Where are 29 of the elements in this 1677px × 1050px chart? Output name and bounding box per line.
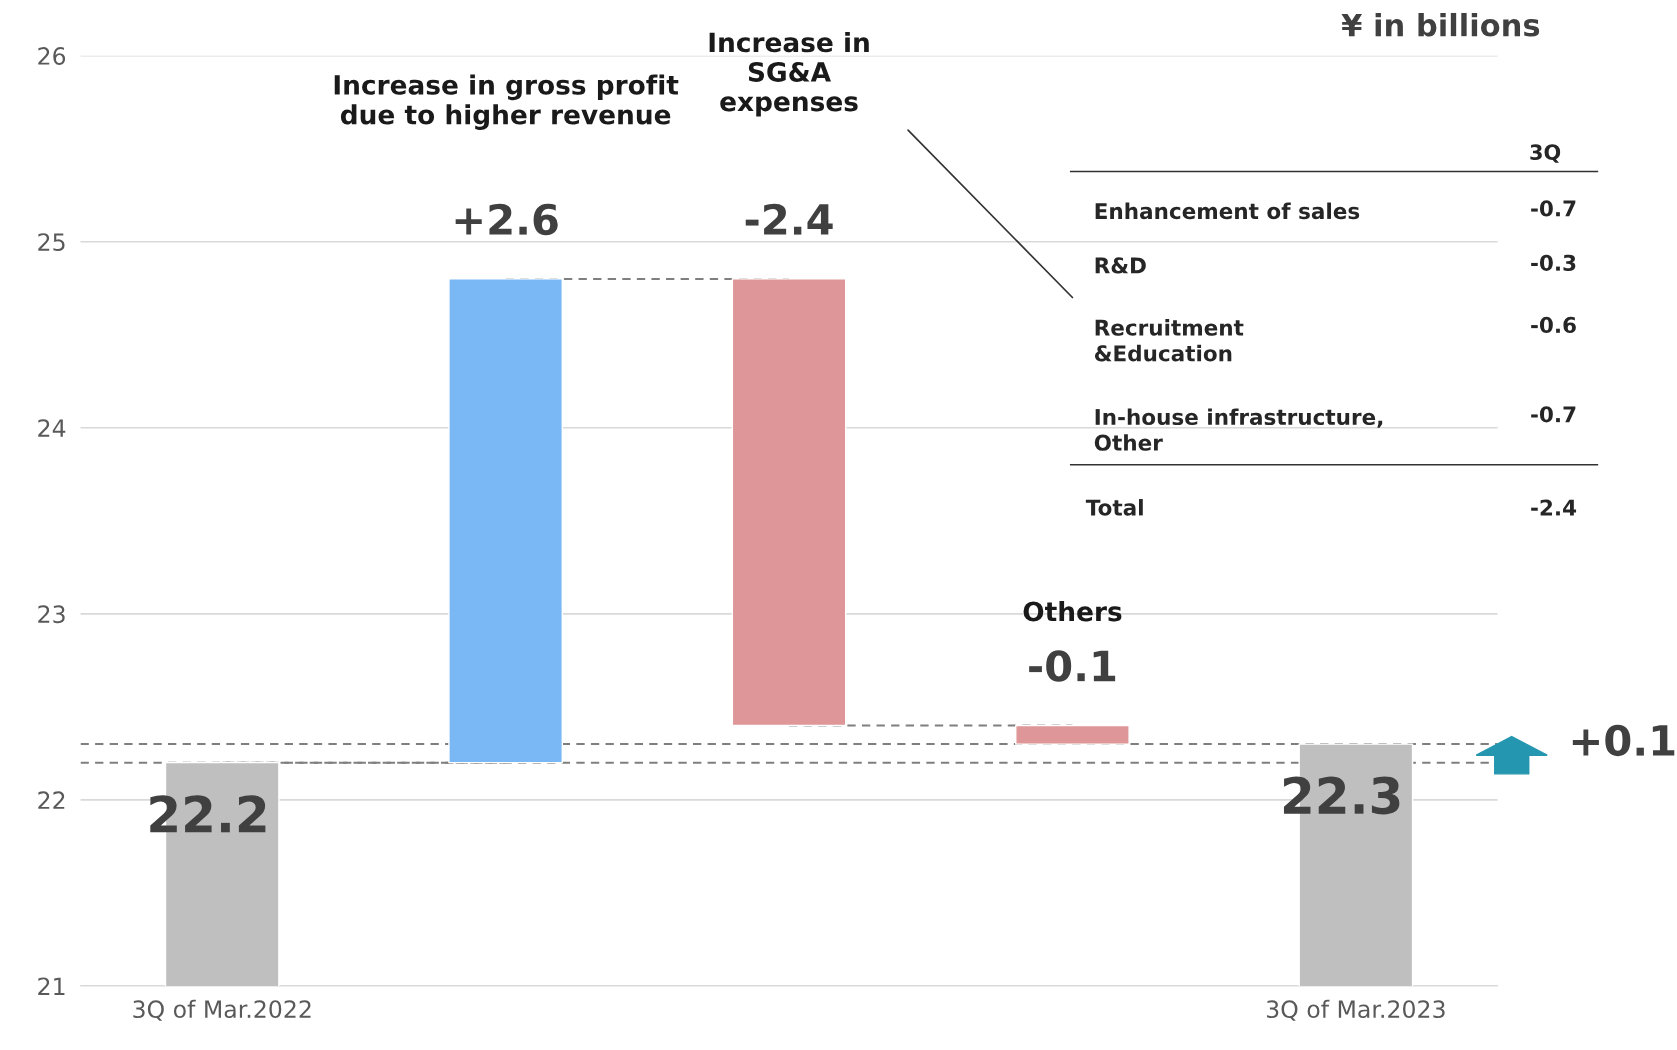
- text: +0.1: [1572, 724, 1675, 757]
- annotation: Increase in SG&A expenses: [709, 31, 869, 117]
- y-tick-label: 24: [38, 419, 66, 437]
- y-tick-label: 23: [38, 605, 65, 624]
- text: ¥ in billions: [1341, 12, 1540, 37]
- category-label: Enhancement of sales: [1095, 202, 1360, 220]
- data-label: -2.4: [1531, 499, 1577, 516]
- category-label: Total: [1085, 499, 1143, 516]
- category-label: Recruitment &Education: [1094, 319, 1244, 362]
- data-label: -0.7: [1531, 200, 1576, 217]
- y-tick-label: 21: [38, 977, 65, 995]
- y-tick-label: 26: [38, 47, 66, 65]
- y-tick-label: 25: [38, 233, 65, 252]
- category-label: In-house infrastructure, Other: [1094, 408, 1383, 451]
- x-tick-label: 3Q of Mar.2023: [1266, 999, 1445, 1021]
- data-label: -0.1: [1029, 650, 1116, 682]
- text: 3Q: [1530, 144, 1561, 163]
- y-tick-label: 22: [38, 791, 65, 809]
- data-label: 22.3: [1283, 776, 1400, 815]
- data-label: +2.6: [455, 203, 558, 236]
- x-tick-label: 3Q of Mar.2022: [133, 999, 311, 1021]
- data-label: 22.2: [150, 795, 266, 833]
- data-label: -2.4: [745, 203, 833, 235]
- data-label: -0.7: [1531, 406, 1576, 423]
- data-label: -0.6: [1531, 316, 1576, 334]
- category-label: R&D: [1095, 257, 1146, 274]
- annotation: Increase in gross profit due to higher revenue: [334, 74, 679, 130]
- annotation: Others: [1023, 601, 1122, 622]
- data-label: -0.3: [1531, 254, 1576, 271]
